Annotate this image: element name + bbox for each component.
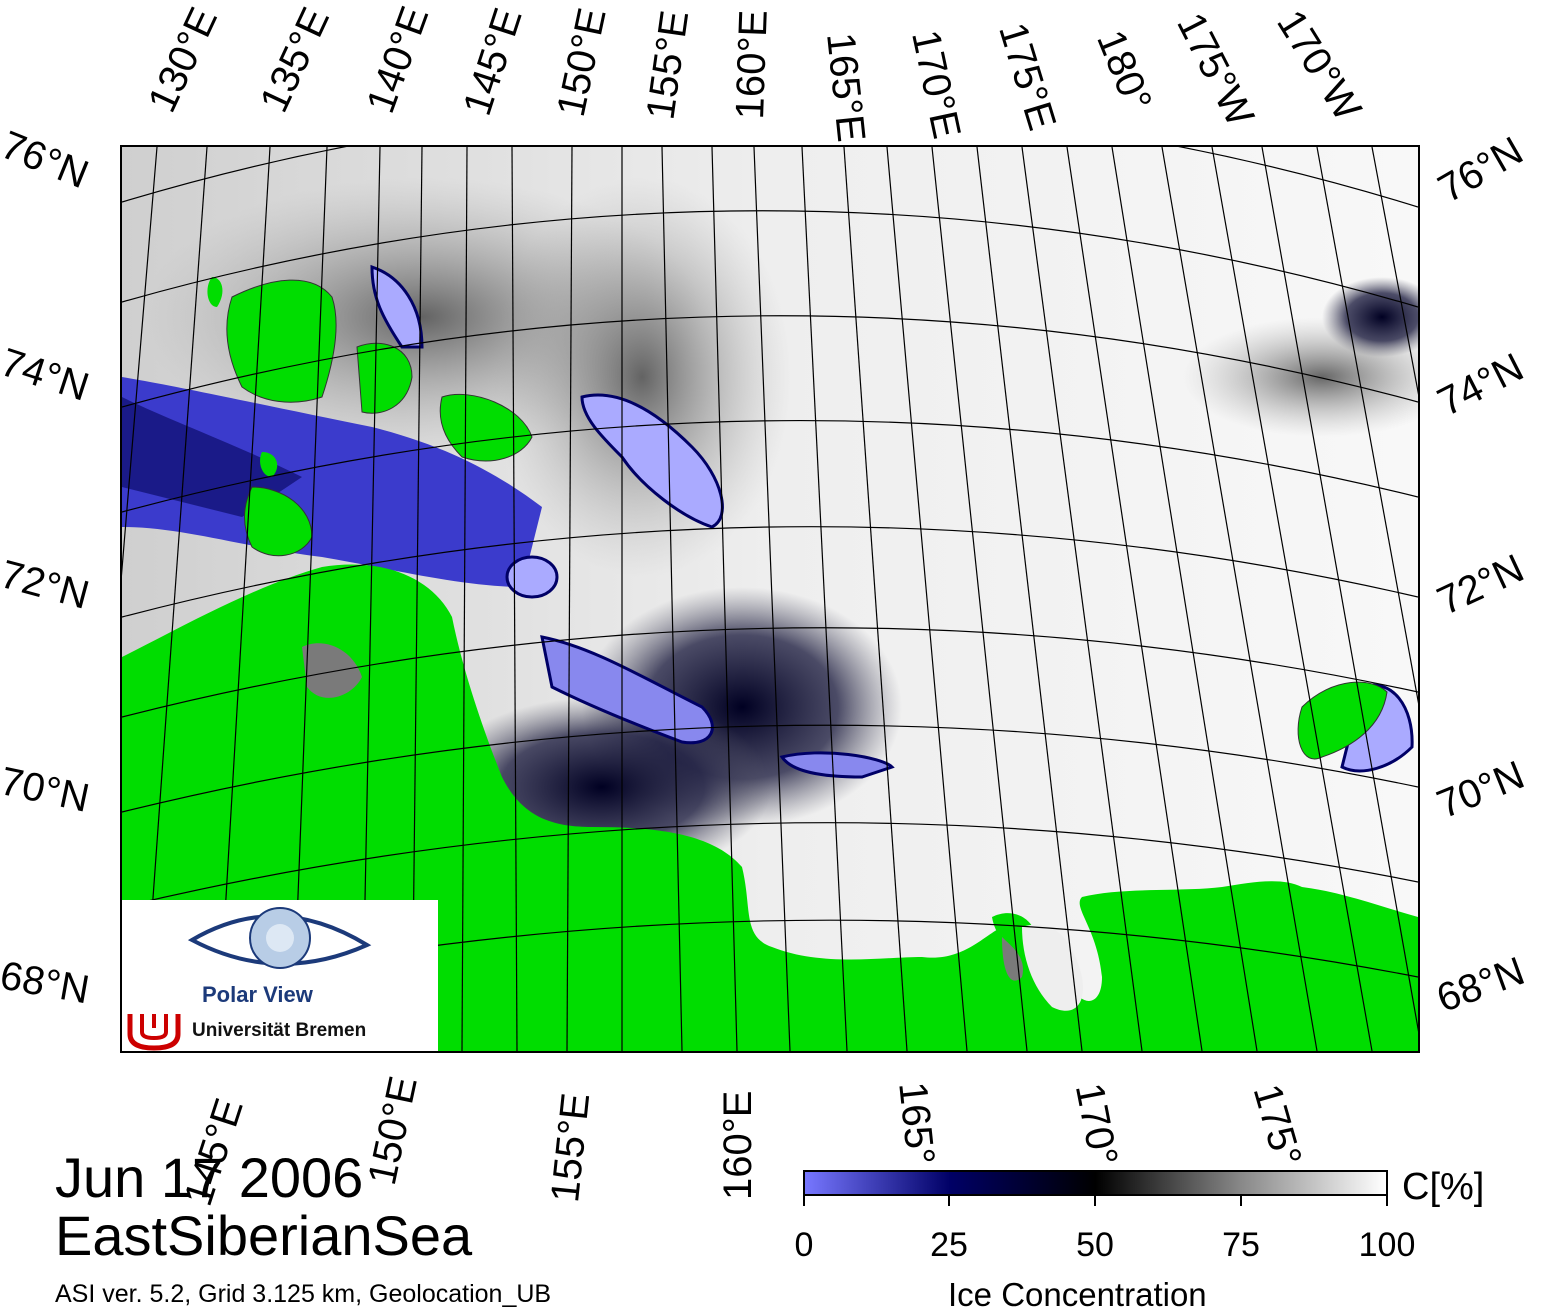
- colorbar-tick-mark: [948, 1196, 950, 1206]
- ice-mottle: [492, 177, 792, 577]
- right-lat-label: 76°N: [1430, 128, 1531, 212]
- right-lat-label: 68°N: [1431, 949, 1531, 1021]
- right-lat-label: 70°N: [1431, 752, 1531, 828]
- chaun-bay-ice: [1022, 924, 1083, 1011]
- bottom-lon-label: 165°: [890, 1079, 943, 1167]
- uni-bremen-icon: [127, 1014, 181, 1051]
- top-lon-label: 155°E: [638, 7, 698, 123]
- island-bolshoy-lyakhovsky: [244, 486, 313, 557]
- bottom-lon-label: 170°: [1066, 1079, 1126, 1170]
- land-mask: [1002, 937, 1023, 981]
- mainland: [122, 564, 1418, 1051]
- bottom-lon-label: 150°E: [360, 1072, 426, 1189]
- island: [260, 452, 278, 477]
- colorbar-tick-mark: [1094, 1196, 1096, 1206]
- graticule-parallels: [122, 147, 1418, 1003]
- bottom-lon-label: 160°E: [716, 1090, 760, 1200]
- top-lon-label: 150°E: [548, 4, 615, 121]
- logo-title: Polar View: [202, 982, 313, 1007]
- map-canvas: [122, 147, 1418, 1051]
- top-lon-label: 170°W: [1268, 2, 1370, 129]
- bottom-lon-label: 175°: [1244, 1079, 1310, 1172]
- polynya: [370, 264, 424, 349]
- island-wrangel: [1297, 681, 1388, 760]
- polynya: [540, 635, 714, 745]
- top-lon-label: 140°E: [358, 0, 438, 119]
- colorbar: [803, 1170, 1388, 1196]
- ice-concentration-map: Polar View Universität Bremen: [120, 145, 1420, 1053]
- top-lon-label: 160°E: [728, 9, 776, 121]
- map-metadata: ASI ver. 5.2, Grid 3.125 km, Geolocation…: [55, 1280, 552, 1308]
- logo-institution: Universität Bremen: [192, 1020, 367, 1041]
- colorbar-tick-label: 25: [930, 1226, 968, 1264]
- polynya: [505, 555, 559, 599]
- polynya: [580, 393, 724, 529]
- polynya: [779, 751, 895, 779]
- right-lat-label: 72°N: [1430, 546, 1531, 624]
- left-lat-label: 76°N: [0, 122, 95, 198]
- left-lat-label: 74°N: [0, 340, 94, 410]
- top-lon-label: 130°E: [139, 1, 227, 119]
- top-lon-label: 180°: [1088, 24, 1160, 118]
- island-kotelny: [226, 279, 337, 403]
- map-date: Jun 17 2006: [55, 1146, 364, 1209]
- bottom-lon-label: 155°E: [543, 1090, 599, 1205]
- colorbar-tick-label: 75: [1222, 1226, 1260, 1264]
- left-lat-label: 70°N: [0, 759, 93, 821]
- colorbar-tick-label: 0: [794, 1226, 814, 1264]
- top-lon-label: 170°E: [903, 26, 969, 143]
- colorbar-tick-mark: [803, 1196, 805, 1206]
- map-region: EastSiberianSea: [55, 1204, 473, 1267]
- top-lon-label: 175°E: [990, 17, 1065, 136]
- eye-icon: [187, 907, 372, 969]
- colorbar-unit: C[%]: [1402, 1166, 1485, 1208]
- colorbar-tick-label: 50: [1076, 1226, 1114, 1264]
- colorbar-tick-mark: [1386, 1196, 1388, 1206]
- graticule-meridians: [122, 147, 1418, 1051]
- island: [207, 277, 223, 307]
- right-lat-label: 74°N: [1430, 345, 1531, 425]
- low-ice-zone: [122, 377, 542, 587]
- top-lon-label: 165°E: [818, 30, 874, 145]
- top-lon-label: 135°E: [251, 1, 339, 119]
- land-mask: [302, 643, 362, 698]
- island-new-siberia: [439, 393, 533, 462]
- dense-ice-patch: [1322, 277, 1418, 357]
- colorbar-tick-mark: [1240, 1196, 1242, 1206]
- colorbar-tick-label: 100: [1358, 1226, 1416, 1264]
- top-lon-label: 145°E: [455, 2, 531, 121]
- left-lat-label: 72°N: [0, 552, 94, 618]
- colorbar-title: Ice Concentration: [948, 1276, 1207, 1313]
- polar-view-logo: Polar View Universität Bremen: [122, 900, 438, 1051]
- top-lon-label: 175°W: [1168, 5, 1263, 134]
- left-lat-label: 68°N: [0, 953, 93, 1013]
- island: [356, 342, 413, 414]
